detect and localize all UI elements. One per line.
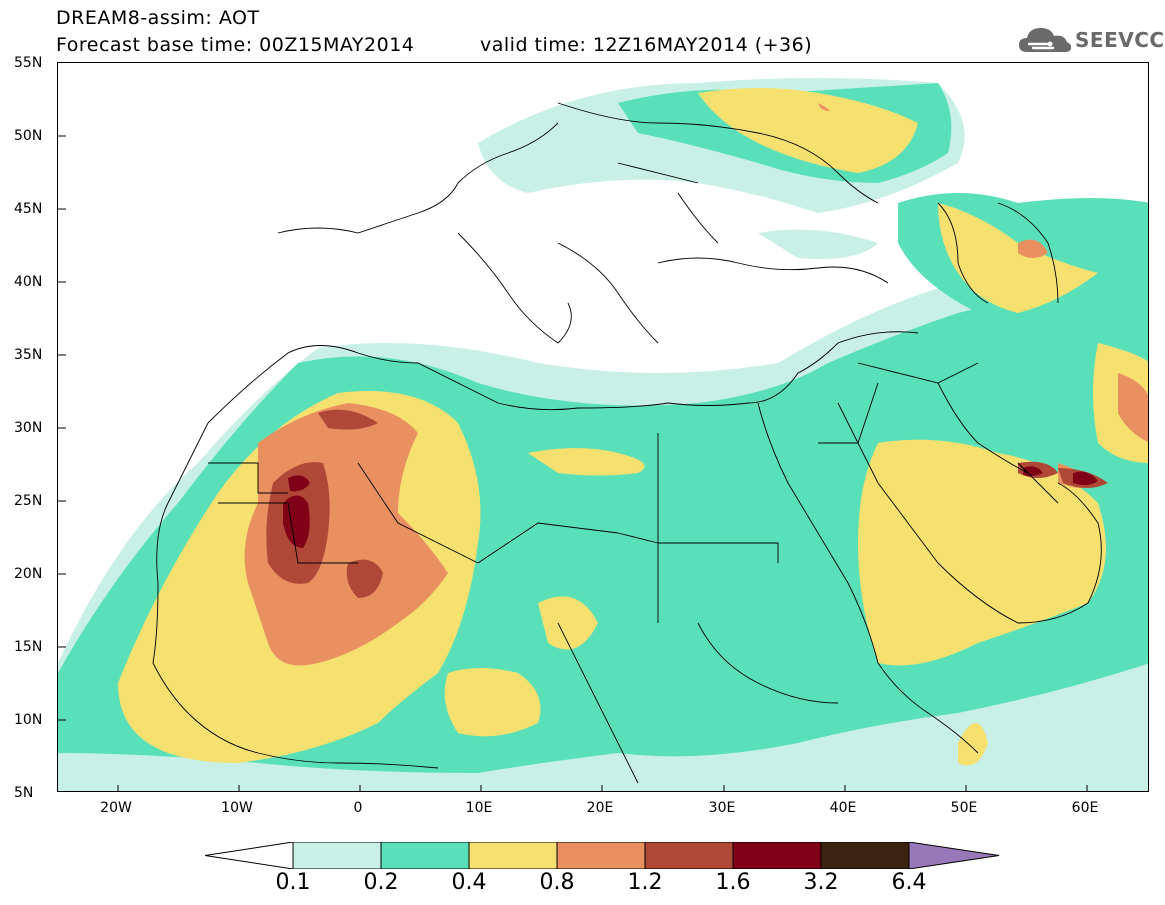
colorbar-label: 6.4 [891, 870, 927, 895]
colorbar-label: 1.6 [715, 870, 751, 895]
aot-band-1.6 [283, 466, 1098, 548]
lat-label: 30N [14, 420, 43, 436]
colorbar-segment [644, 842, 734, 869]
colorbar-segment [732, 842, 822, 869]
lat-label: 40N [14, 274, 43, 290]
aot-contour-map [58, 78, 1148, 791]
chart-title: DREAM8-assim: AOT [56, 7, 260, 29]
lon-label: 10W [221, 800, 253, 816]
colorbar-below-arrow [205, 842, 294, 869]
colorbar-segment [820, 842, 910, 869]
colorbar-label: 0.8 [539, 870, 575, 895]
colorbar-above-arrow [908, 842, 1000, 869]
colorbar [205, 842, 1000, 869]
logo-text: SEEVCCC [1075, 28, 1165, 52]
lat-label: 50N [14, 128, 43, 144]
lon-label: 50E [950, 800, 978, 816]
colorbar-label: 3.2 [803, 870, 839, 895]
lat-label: 35N [14, 347, 43, 363]
colorbar-segment [380, 842, 470, 869]
colorbar-segment [468, 842, 558, 869]
colorbar-label: 1.2 [627, 870, 663, 895]
map-panel [57, 62, 1149, 792]
lon-label: 10E [465, 800, 493, 816]
lat-label: 55N [14, 55, 43, 71]
lon-label: 30E [708, 800, 736, 816]
seevccc-logo: SEEVCCC [1017, 22, 1165, 58]
coastlines [152, 102, 1102, 784]
lat-label: 5N [14, 785, 34, 801]
cloud-icon [1019, 28, 1072, 52]
colorbar-label: 0.2 [363, 870, 399, 895]
lat-label: 10N [14, 712, 43, 728]
lon-label: 0 [353, 800, 363, 816]
colorbar-label: 0.4 [451, 870, 487, 895]
valid-time-label: valid time: 12Z16MAY2014 (+36) [480, 34, 813, 56]
colorbar-segment [556, 842, 646, 869]
graticule-ticks [58, 135, 1088, 791]
lat-label: 15N [14, 639, 43, 655]
base-time-label: Forecast base time: 00Z15MAY2014 [56, 34, 415, 56]
colorbar-label: 0.1 [275, 870, 311, 895]
lon-label: 40E [829, 800, 857, 816]
lat-label: 45N [14, 201, 43, 217]
lon-label: 20E [586, 800, 614, 816]
lat-label: 25N [14, 493, 43, 509]
lon-label: 60E [1071, 800, 1099, 816]
colorbar-segment [292, 842, 382, 869]
lon-label: 20W [100, 800, 132, 816]
lat-label: 20N [14, 566, 43, 582]
